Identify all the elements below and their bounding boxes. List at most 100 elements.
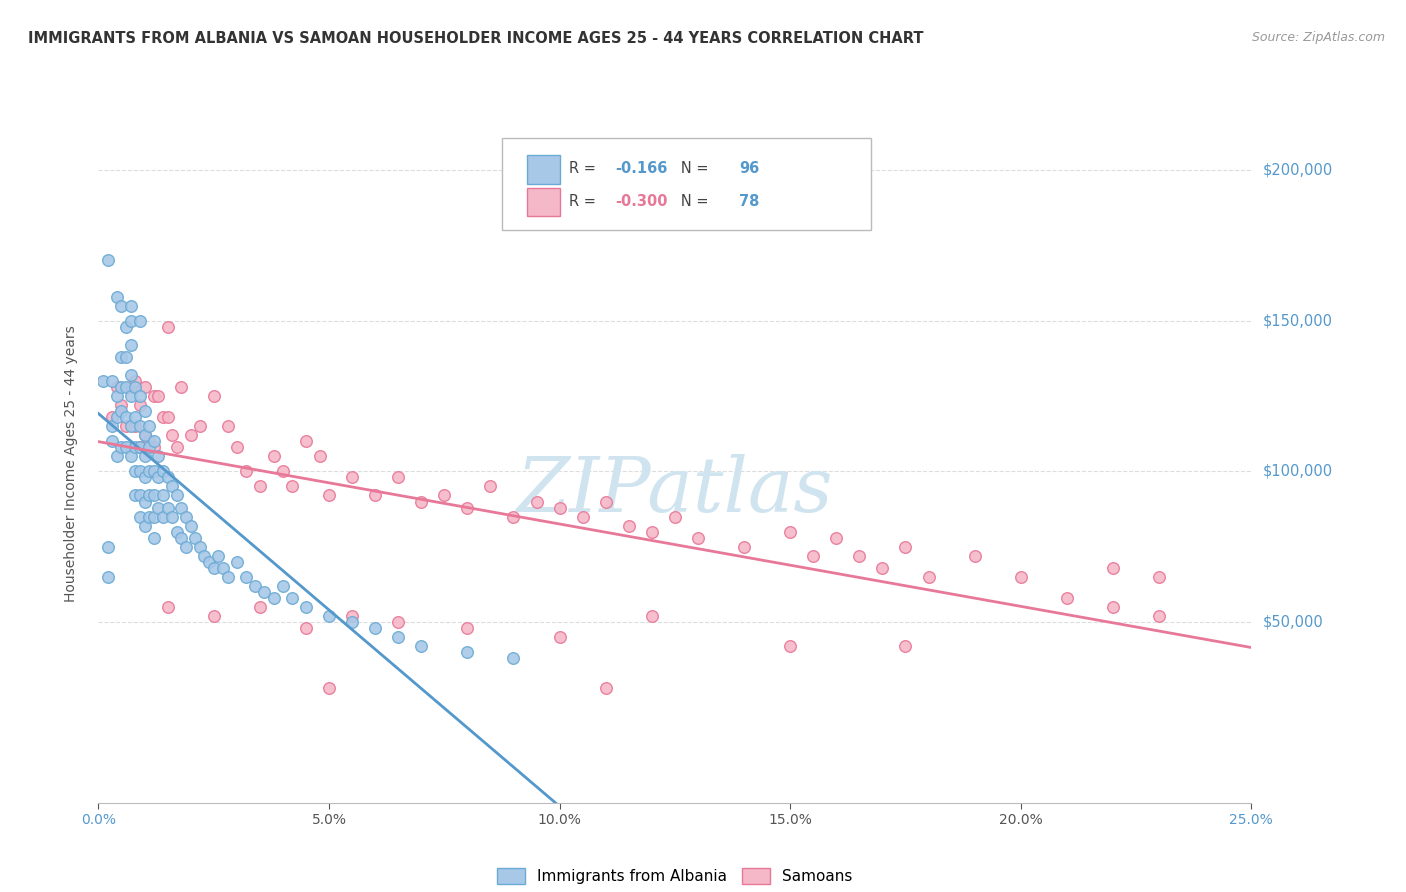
Point <box>281 479 304 493</box>
Point <box>101 419 124 434</box>
Point <box>124 440 146 454</box>
Point <box>207 549 229 563</box>
Point <box>142 434 165 449</box>
Point <box>872 561 894 575</box>
Point <box>917 570 939 584</box>
Point <box>129 488 152 502</box>
Point <box>526 494 548 508</box>
Point <box>115 319 138 334</box>
Point <box>340 609 363 624</box>
Text: -0.300: -0.300 <box>614 194 668 209</box>
Point <box>235 464 257 478</box>
Point <box>138 488 160 502</box>
Point <box>134 494 156 508</box>
Point <box>1102 561 1125 575</box>
Point <box>253 585 276 599</box>
Point <box>271 579 294 593</box>
Point <box>110 404 132 418</box>
Point <box>548 630 571 644</box>
Point <box>142 389 165 403</box>
Text: -0.166: -0.166 <box>614 161 668 177</box>
Point <box>129 419 152 434</box>
Point <box>456 621 478 635</box>
Point <box>134 450 156 464</box>
Point <box>170 500 193 515</box>
Point <box>364 621 387 635</box>
Point <box>170 380 193 394</box>
Point <box>134 404 156 418</box>
Point <box>174 540 197 554</box>
Point <box>664 509 686 524</box>
Point <box>124 374 146 388</box>
Point <box>148 389 170 403</box>
Point <box>180 428 202 442</box>
Point <box>156 500 179 515</box>
Point <box>166 488 188 502</box>
Point <box>387 470 409 484</box>
Point <box>97 253 120 268</box>
Point <box>105 380 128 394</box>
Point <box>134 428 156 442</box>
Point <box>129 389 152 403</box>
Point <box>105 290 128 304</box>
Point <box>129 314 152 328</box>
Point <box>134 518 156 533</box>
Point <box>188 419 211 434</box>
Point <box>295 599 318 614</box>
Text: N =: N = <box>666 194 713 209</box>
Point <box>235 570 257 584</box>
Text: IMMIGRANTS FROM ALBANIA VS SAMOAN HOUSEHOLDER INCOME AGES 25 - 44 YEARS CORRELAT: IMMIGRANTS FROM ALBANIA VS SAMOAN HOUSEH… <box>28 31 924 46</box>
Point <box>142 509 165 524</box>
Point <box>129 509 152 524</box>
Text: N =: N = <box>666 161 713 177</box>
Point <box>641 524 664 539</box>
Text: $200,000: $200,000 <box>1263 162 1333 178</box>
Legend: Immigrants from Albania, Samoans: Immigrants from Albania, Samoans <box>491 862 859 890</box>
Point <box>110 350 132 364</box>
Point <box>295 621 318 635</box>
Point <box>502 509 524 524</box>
Point <box>124 488 146 502</box>
Point <box>1056 591 1078 605</box>
Point <box>129 440 152 454</box>
Point <box>124 380 146 394</box>
Point <box>170 531 193 545</box>
Point <box>198 555 221 569</box>
Point <box>101 410 124 425</box>
Point <box>129 398 152 412</box>
Point <box>160 479 183 493</box>
Point <box>801 549 824 563</box>
Point <box>479 479 502 493</box>
Point <box>138 440 160 454</box>
FancyBboxPatch shape <box>527 155 560 184</box>
Point <box>129 464 152 478</box>
Point <box>387 615 409 629</box>
Point <box>142 440 165 454</box>
Point <box>115 440 138 454</box>
Point <box>548 500 571 515</box>
Point <box>202 609 225 624</box>
Point <box>124 419 146 434</box>
Point <box>129 440 152 454</box>
Point <box>295 434 318 449</box>
Point <box>281 591 304 605</box>
Point <box>225 440 247 454</box>
Point <box>156 599 179 614</box>
Point <box>217 419 239 434</box>
Point <box>894 540 917 554</box>
Point <box>138 509 160 524</box>
Point <box>124 410 146 425</box>
Point <box>318 488 340 502</box>
Point <box>138 434 160 449</box>
Point <box>148 500 170 515</box>
Point <box>120 389 142 403</box>
Point <box>202 389 225 403</box>
Point <box>110 398 132 412</box>
Point <box>152 464 174 478</box>
Point <box>120 419 142 434</box>
Point <box>152 410 174 425</box>
Point <box>105 410 128 425</box>
Point <box>156 319 179 334</box>
Point <box>184 531 207 545</box>
Point <box>124 464 146 478</box>
